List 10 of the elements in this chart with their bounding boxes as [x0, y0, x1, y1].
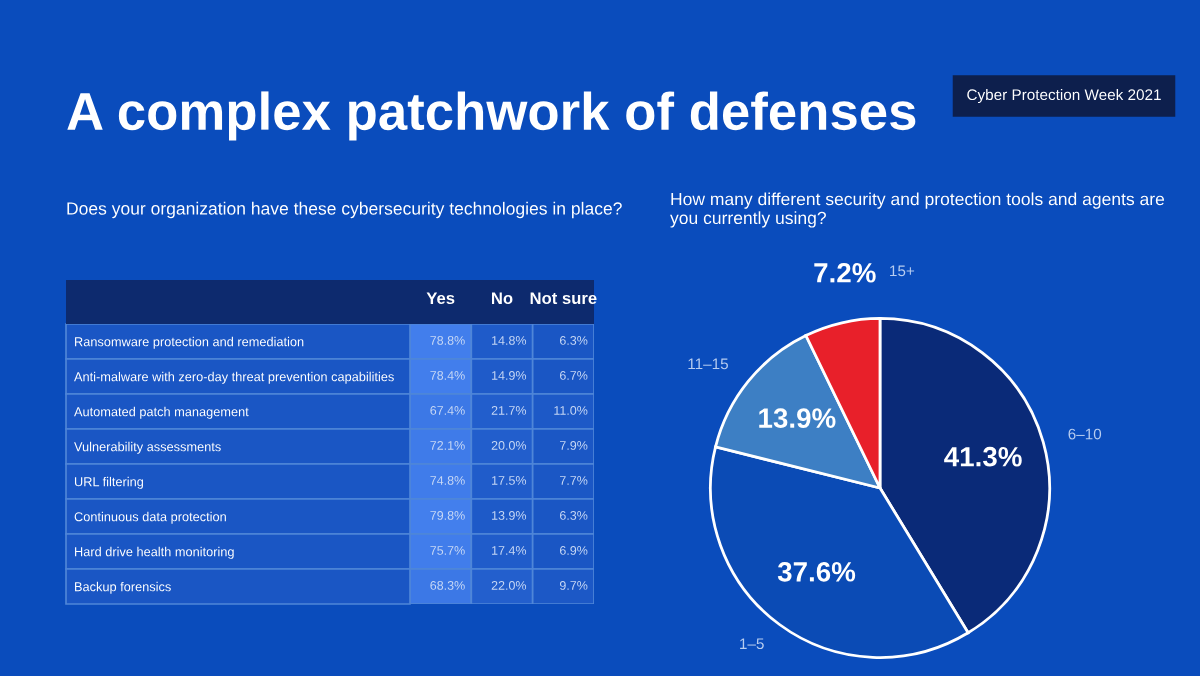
- chart-title: A complex patchwork of defenses: [67, 91, 916, 141]
- x-tick-label: No: [492, 292, 513, 305]
- data-label: 37.6%: [777, 561, 856, 582]
- x-tick-label: Yes: [426, 292, 455, 305]
- x-tick-label: Not sure: [530, 292, 597, 305]
- chart-subtitle: How many different security and protection tools and agents are you currently using?: [670, 192, 1165, 228]
- data-label: 41.3%: [944, 446, 1022, 467]
- data-label: 7.2%: [814, 262, 876, 283]
- data-label: 13.9%: [759, 408, 836, 429]
- chart-subtitle: Does your organization have these cybersecurity technologies in place?: [67, 201, 622, 219]
